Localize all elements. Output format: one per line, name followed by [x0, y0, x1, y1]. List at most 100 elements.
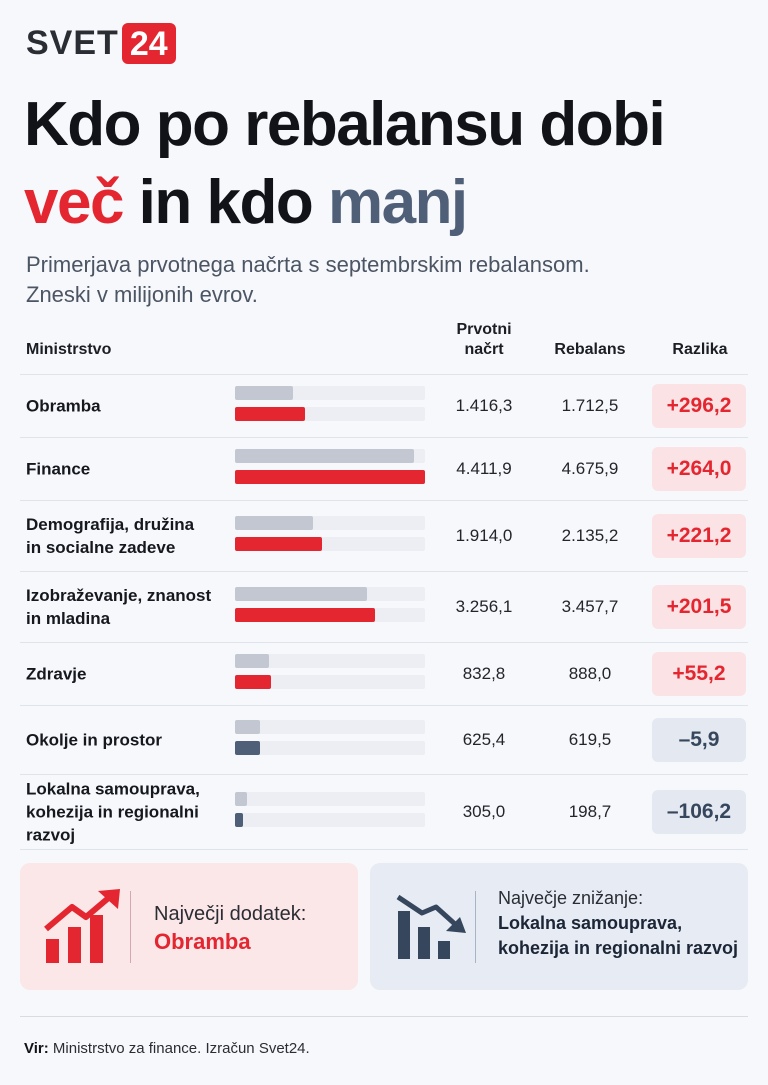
bar-pair: [235, 654, 425, 694]
ministry-label: Lokalna samouprava, kohezija in regionaln…: [26, 778, 231, 847]
header-ministry: Ministrstvo: [26, 341, 112, 358]
table-row: Okolje in prostor 625,4 619,5 –5,9: [20, 705, 748, 774]
rebalance-bar: [235, 537, 322, 551]
rebalance-value: 3.457,7: [561, 597, 619, 616]
bar-track: [235, 449, 425, 463]
card-divider: [130, 891, 131, 963]
ministry-label: Obramba: [26, 395, 231, 418]
decrease-value-line1: Lokalna samouprava,: [498, 913, 683, 933]
ministry-label-line: in socialne zadeve: [26, 538, 176, 557]
rebalance-bar: [235, 407, 305, 421]
bar-track: [235, 792, 425, 806]
bar-pair: [235, 792, 425, 832]
bar-track: [235, 516, 425, 530]
decrease-label: Največje znižanje:: [498, 888, 644, 908]
falling-chart-icon: [396, 894, 466, 959]
bar-track: [235, 720, 425, 734]
original-value: 625,4: [462, 730, 506, 749]
ministry-label-line: Izobraževanje, znanost: [26, 586, 212, 605]
bar-track: [235, 608, 425, 622]
difference-badge: –106,2: [652, 790, 746, 834]
source-note: Vir: Ministrstvo za finance. Izračun Sve…: [24, 1040, 310, 1057]
header-difference: Razlika: [672, 341, 728, 358]
title-less: manj: [327, 168, 468, 237]
subtitle: Primerjava prvotnega načrta s septembrsk…: [26, 250, 590, 310]
rebalance-bar: [235, 675, 272, 689]
bar-track: [235, 675, 425, 689]
rebalance-bar: [235, 813, 244, 827]
table-row: Izobraževanje, znanost in mladina 3.256,1 3…: [20, 571, 748, 642]
difference-badge: +264,0: [652, 447, 746, 491]
ministry-label-line: Okolje in prostor: [26, 730, 163, 750]
header-original-line2: načrt: [464, 341, 504, 358]
rebalance-bar: [235, 741, 261, 755]
bar-track: [235, 741, 425, 755]
original-value: 3.256,1: [455, 597, 513, 616]
original-bar: [235, 587, 368, 601]
ministry-label-line: Lokalna samouprava,: [26, 779, 200, 799]
card-divider: [475, 891, 476, 963]
table-row: Lokalna samouprava, kohezija in regionaln…: [20, 774, 748, 850]
rebalance-value: 888,0: [568, 664, 612, 683]
rebalance-value: 198,7: [568, 802, 612, 821]
original-bar: [235, 792, 248, 806]
brand-logo: SVET 24: [26, 20, 176, 66]
difference-badge: +55,2: [652, 652, 746, 696]
difference-badge: +221,2: [652, 514, 746, 558]
difference-badge: +201,5: [652, 585, 746, 629]
largest-increase-card: Največji dodatek: Obramba: [20, 863, 358, 990]
ministry-label-line: Zdravje: [26, 664, 87, 684]
source-text: Ministrstvo za finance. Izračun Svet24.: [48, 1040, 310, 1057]
original-value: 4.411,9: [456, 459, 512, 478]
original-value: 832,8: [462, 664, 506, 683]
rebalance-bar: [235, 470, 425, 484]
bar-track: [235, 470, 425, 484]
comparison-table: Obramba 1.416,3 1.712,5 +296,2 Finance 4.411,…: [20, 374, 748, 850]
increase-label: Največji dodatek:: [154, 903, 307, 925]
bar-track: [235, 654, 425, 668]
bar-track: [235, 386, 425, 400]
original-bar: [235, 516, 313, 530]
header-original-line1: Prvotni: [456, 321, 512, 338]
bar-track: [235, 587, 425, 601]
ministry-label: Izobraževanje, znanost in mladina: [26, 584, 231, 630]
original-value: 1.416,3: [455, 396, 513, 415]
original-bar: [235, 654, 269, 668]
table-row: Obramba 1.416,3 1.712,5 +296,2: [20, 374, 748, 437]
header-original: Prvotni načrt: [434, 320, 534, 360]
ministry-label-line: Obramba: [26, 396, 101, 416]
difference-badge: +296,2: [652, 384, 746, 428]
ministry-label: Okolje in prostor: [26, 729, 231, 752]
rebalance-value: 1.712,5: [561, 396, 619, 415]
ministry-label-line: in mladina: [26, 609, 111, 628]
rebalance-value: 619,5: [568, 730, 612, 749]
bar-pair: [235, 386, 425, 426]
decrease-value-line2: kohezija in regionalni razvoj: [498, 938, 739, 958]
rising-chart-icon: [44, 889, 120, 963]
page-title: Kdo po rebalansu dobi več in kdo manj: [24, 86, 666, 242]
ministry-label: Zdravje: [26, 663, 231, 686]
largest-decrease-card: Največje znižanje: Lokalna samouprava, k…: [370, 863, 748, 990]
table-row: Finance 4.411,9 4.675,9 +264,0: [20, 437, 748, 500]
bar-pair: [235, 587, 425, 627]
bar-track: [235, 407, 425, 421]
brand-name: SVET: [26, 24, 119, 62]
rebalance-bar: [235, 608, 376, 622]
bar-track: [235, 813, 425, 827]
original-bar: [235, 449, 415, 463]
source-label: Vir:: [24, 1040, 49, 1057]
brand-number: 24: [121, 22, 176, 64]
title-line1: Kdo po rebalansu dobi: [24, 90, 666, 159]
rebalance-value: 2.135,2: [561, 526, 619, 545]
bar-pair: [235, 720, 425, 760]
title-mid: in kdo: [122, 168, 328, 237]
table-row: Demografija, družina in socialne zadeve 1.…: [20, 500, 748, 571]
ministry-label-line: kohezija in regionalni razvoj: [26, 802, 199, 845]
ministry-label-line: Finance: [26, 459, 91, 479]
decrease-value: Lokalna samouprava, kohezija in regional…: [498, 911, 738, 961]
subtitle-line1: Primerjava prvotnega načrta s septembrsk…: [26, 252, 590, 277]
original-bar: [235, 386, 293, 400]
rebalance-value: 4.675,9: [561, 459, 619, 478]
ministry-label: Demografija, družina in socialne zadeve: [26, 513, 231, 559]
bar-track: [235, 537, 425, 551]
